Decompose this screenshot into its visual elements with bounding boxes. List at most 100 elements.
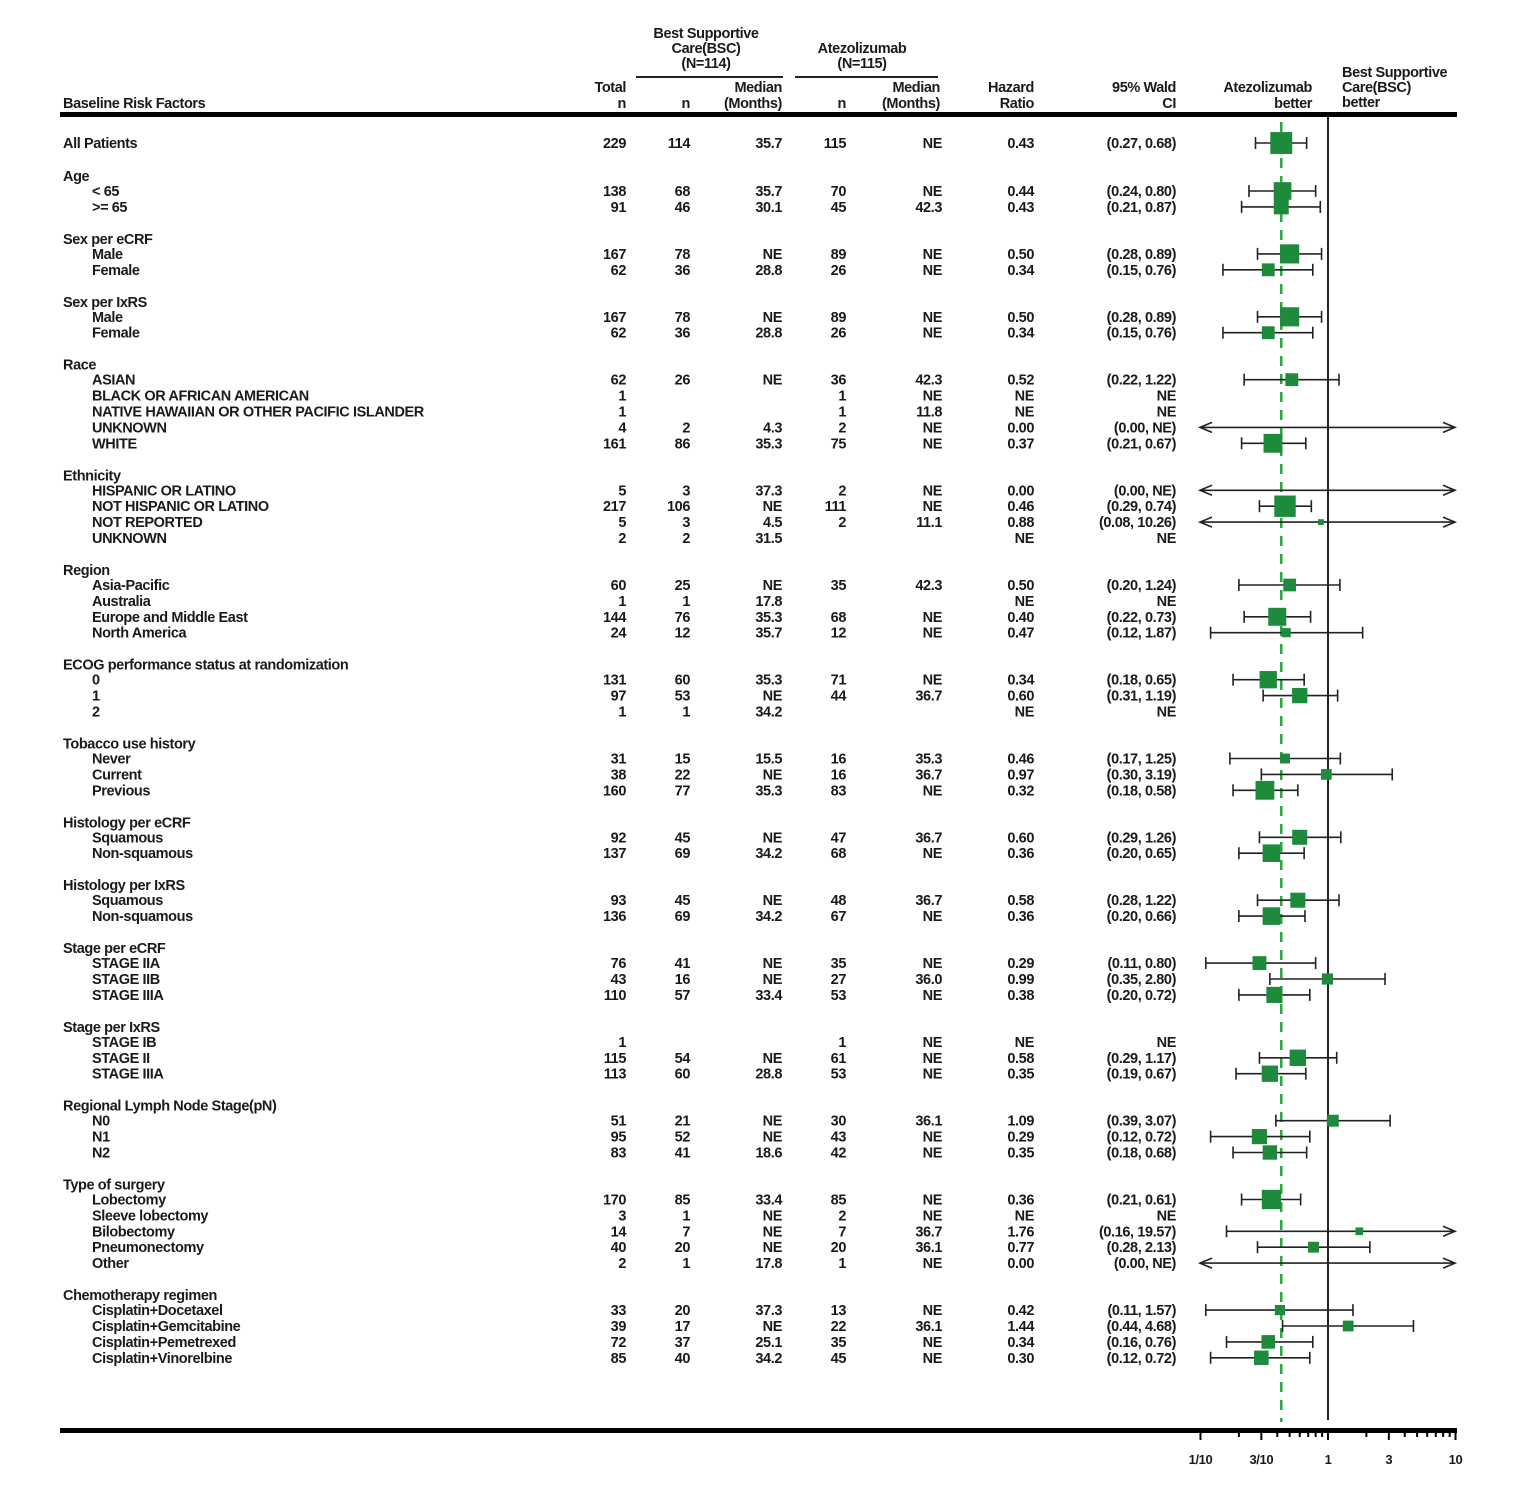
cell-ci: NE: [1157, 594, 1177, 610]
cell-atz-median: NE: [923, 1303, 943, 1319]
cell-hazard-ratio: 0.34: [1007, 673, 1034, 689]
row-label: Cisplatin+Vinorelbine: [92, 1351, 232, 1367]
cell-atz-median: 35.3: [915, 752, 942, 768]
cell-bsc-n: 21: [675, 1114, 691, 1130]
cell-bsc-median: NE: [763, 893, 783, 909]
cell-bsc-median: NE: [763, 578, 783, 594]
row-label: N2: [92, 1146, 110, 1162]
ci-right-arrow: [1442, 516, 1458, 528]
cell-atz-median: 11.1: [916, 515, 942, 531]
cell-bsc-n: 76: [675, 610, 691, 626]
hr-marker: [1262, 907, 1281, 925]
cell-bsc-n: 52: [675, 1130, 691, 1146]
cell-bsc-median: 31.5: [755, 531, 782, 547]
cell-total-n: 62: [611, 326, 627, 342]
cell-bsc-median: NE: [763, 830, 783, 846]
cell-atz-n: 16: [831, 767, 847, 783]
cell-bsc-median: 34.2: [755, 909, 782, 925]
cell-bsc-median: 34.2: [755, 846, 782, 862]
cell-total-n: 2: [618, 531, 626, 547]
cell-bsc-median: 35.3: [755, 673, 782, 689]
x-tick-label: 1: [1325, 1452, 1332, 1467]
hr-marker: [1292, 829, 1308, 845]
cell-bsc-median: 35.7: [755, 626, 782, 642]
cell-hazard-ratio: 0.43: [1007, 136, 1034, 152]
row-label: Non-squamous: [92, 846, 193, 862]
cell-hazard-ratio: 1.44: [1007, 1319, 1034, 1335]
cell-total-n: 170: [603, 1193, 626, 1209]
cell-ci: (0.22, 1.22): [1107, 373, 1177, 389]
cell-hazard-ratio: 0.34: [1007, 326, 1034, 342]
cell-atz-n: 68: [831, 846, 847, 862]
cell-atz-median: NE: [923, 610, 943, 626]
hr-marker: [1283, 578, 1296, 592]
header-atz-group: (N=115): [837, 56, 887, 72]
cell-bsc-n: 37: [675, 1335, 691, 1351]
hr-marker: [1274, 1305, 1286, 1316]
cell-ci: (0.17, 1.25): [1107, 752, 1177, 768]
cell-ci: (0.28, 1.22): [1107, 893, 1177, 909]
cell-hazard-ratio: 0.47: [1007, 626, 1034, 642]
cell-ci: (0.39, 3.07): [1107, 1114, 1177, 1130]
cell-total-n: 229: [603, 136, 626, 152]
cell-atz-n: 115: [824, 136, 847, 152]
cell-bsc-n: 57: [675, 988, 691, 1004]
cell-total-n: 115: [604, 1051, 627, 1067]
cell-bsc-median: 17.8: [755, 594, 782, 610]
cell-hazard-ratio: 0.36: [1007, 909, 1034, 925]
cell-hazard-ratio: 0.00: [1007, 483, 1034, 499]
row-label: STAGE IIIA: [92, 1067, 164, 1083]
cell-atz-n: 85: [831, 1193, 847, 1209]
header-ci: CI: [1162, 96, 1176, 112]
group-header: Region: [63, 563, 110, 579]
cell-atz-median: NE: [923, 909, 943, 925]
cell-bsc-n: 2: [682, 531, 690, 547]
cell-bsc-median: NE: [763, 689, 783, 705]
row-label: BLACK OR AFRICAN AMERICAN: [92, 389, 309, 405]
cell-atz-median: NE: [923, 1035, 943, 1051]
cell-atz-n: 111: [825, 499, 847, 515]
header-atz-n: n: [838, 96, 846, 112]
cell-atz-n: 53: [831, 1067, 847, 1083]
cell-atz-median: 36.7: [915, 767, 942, 783]
cell-bsc-median: 33.4: [755, 988, 782, 1004]
cell-total-n: 95: [611, 1130, 627, 1146]
cell-atz-n: 27: [831, 972, 847, 988]
cell-atz-n: 48: [831, 893, 847, 909]
hr-marker: [1320, 769, 1332, 780]
cell-atz-median: 11.8: [916, 405, 942, 421]
cell-total-n: 167: [603, 310, 626, 326]
header-bsc-median: (Months): [724, 96, 783, 112]
header-hazard-ratio: Ratio: [1000, 96, 1035, 112]
hr-marker: [1280, 244, 1300, 264]
hr-marker: [1252, 956, 1267, 971]
cell-ci: (0.30, 3.19): [1107, 767, 1177, 783]
cell-ci: (0.35, 2.80): [1107, 972, 1177, 988]
cell-atz-median: 36.1: [915, 1240, 942, 1256]
row-label: Cisplatin+Docetaxel: [92, 1303, 223, 1319]
cell-total-n: 33: [611, 1303, 627, 1319]
cell-bsc-median: NE: [763, 972, 783, 988]
cell-atz-median: NE: [923, 483, 943, 499]
cell-ci: (0.00, NE): [1114, 1256, 1177, 1272]
cell-bsc-n: 2: [682, 420, 690, 436]
cell-bsc-median: 34.2: [755, 705, 782, 721]
cell-total-n: 1: [618, 405, 626, 421]
cell-bsc-n: 1: [682, 705, 690, 721]
cell-hazard-ratio: 0.29: [1007, 1130, 1034, 1146]
cell-hazard-ratio: 0.58: [1007, 1051, 1034, 1067]
cell-ci: (0.29, 1.26): [1107, 830, 1177, 846]
hr-marker: [1263, 433, 1283, 453]
cell-bsc-median: 28.8: [755, 263, 782, 279]
ci-right-arrow: [1442, 484, 1458, 497]
cell-hazard-ratio: 0.30: [1007, 1351, 1034, 1367]
cell-hazard-ratio: 1.09: [1007, 1114, 1034, 1130]
cell-hazard-ratio: 0.29: [1007, 956, 1034, 972]
cell-hazard-ratio: 0.35: [1007, 1146, 1034, 1162]
cell-bsc-median: 4.3: [763, 420, 782, 436]
row-label: Australia: [92, 594, 152, 610]
hr-marker: [1268, 607, 1287, 626]
cell-atz-n: 83: [831, 783, 847, 799]
cell-ci: (0.29, 1.17): [1107, 1051, 1177, 1067]
row-label: Non-squamous: [92, 909, 193, 925]
